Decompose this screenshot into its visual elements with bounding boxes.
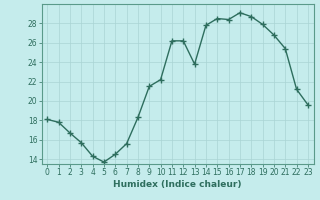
X-axis label: Humidex (Indice chaleur): Humidex (Indice chaleur): [113, 180, 242, 189]
